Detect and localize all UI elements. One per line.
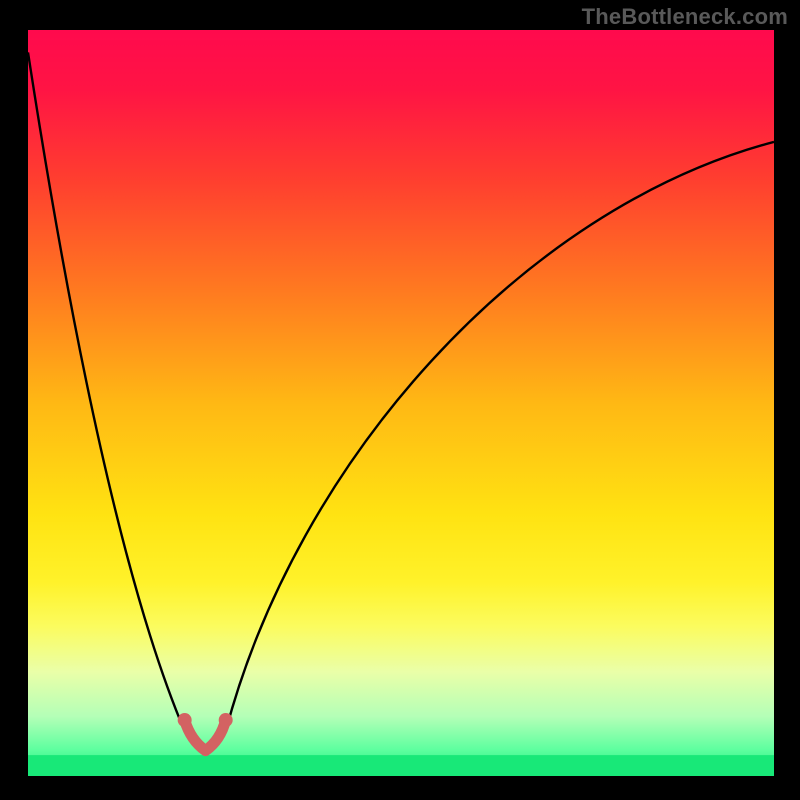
plot-svg <box>28 30 774 776</box>
chart-frame: TheBottleneck.com <box>0 0 800 800</box>
optimal-range-marker-right <box>219 713 233 727</box>
green-base-strip <box>28 755 774 776</box>
watermark-text: TheBottleneck.com <box>582 4 788 30</box>
gradient-background <box>28 30 774 776</box>
optimal-range-marker-left <box>178 713 192 727</box>
plot-area <box>28 30 774 776</box>
